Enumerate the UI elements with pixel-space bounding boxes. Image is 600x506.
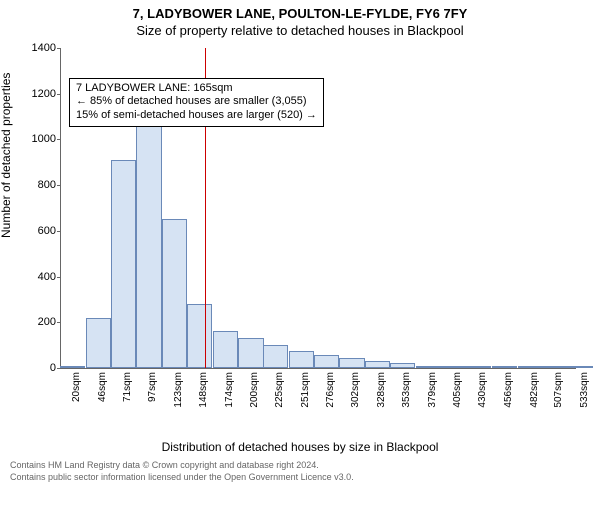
x-axis-label: Distribution of detached houses by size … <box>0 440 600 454</box>
page-title-address: 7, LADYBOWER LANE, POULTON-LE-FYLDE, FY6… <box>0 6 600 21</box>
x-tick-label: 302sqm <box>350 372 361 422</box>
histogram-bar <box>365 361 390 368</box>
x-tick-label: 200sqm <box>249 372 260 422</box>
x-tick-label: 482sqm <box>529 372 540 422</box>
histogram-bar <box>339 358 364 368</box>
y-tick-label: 200 <box>21 316 56 328</box>
x-tick-label: 148sqm <box>198 372 209 422</box>
x-tick-label: 251sqm <box>300 372 311 422</box>
y-tick-label: 400 <box>21 271 56 283</box>
y-tick-label: 0 <box>21 362 56 374</box>
page-title-subtitle: Size of property relative to detached ho… <box>0 23 600 38</box>
y-tick-label: 600 <box>21 225 56 237</box>
histogram-bar <box>518 366 543 368</box>
y-tick-mark <box>57 185 61 186</box>
histogram-bar <box>60 366 85 368</box>
x-tick-label: 405sqm <box>452 372 463 422</box>
x-tick-label: 276sqm <box>325 372 336 422</box>
annotation-line-2: ← 85% of detached houses are smaller (3,… <box>76 95 317 109</box>
y-tick-mark <box>57 322 61 323</box>
x-tick-label: 328sqm <box>376 372 387 422</box>
histogram-bar <box>86 318 111 368</box>
histogram-bar <box>263 345 288 368</box>
histogram-bar <box>542 366 567 368</box>
x-tick-label: 225sqm <box>274 372 285 422</box>
x-tick-label: 174sqm <box>224 372 235 422</box>
x-tick-label: 20sqm <box>71 372 82 422</box>
histogram-bar <box>162 219 187 368</box>
x-tick-label: 123sqm <box>173 372 184 422</box>
y-tick-mark <box>57 277 61 278</box>
histogram-bar <box>492 366 517 368</box>
footer-line-1: Contains HM Land Registry data © Crown c… <box>10 460 590 472</box>
y-tick-mark <box>57 94 61 95</box>
y-tick-label: 1000 <box>21 133 56 145</box>
histogram-bar <box>213 331 238 368</box>
x-tick-label: 71sqm <box>122 372 133 422</box>
footer-attribution: Contains HM Land Registry data © Crown c… <box>0 454 600 483</box>
histogram-bar <box>466 366 491 368</box>
histogram-bar <box>314 355 339 368</box>
histogram-bar <box>289 351 314 368</box>
histogram-bar <box>390 363 415 368</box>
histogram-bar <box>416 366 441 368</box>
histogram-bar <box>136 121 161 368</box>
plot-area: 020040060080010001200140020sqm46sqm71sqm… <box>60 48 576 369</box>
histogram-bar <box>441 366 466 368</box>
chart-container: Number of detached properties 0200400600… <box>0 38 600 438</box>
x-tick-label: 353sqm <box>401 372 412 422</box>
y-tick-mark <box>57 139 61 140</box>
annotation-box: 7 LADYBOWER LANE: 165sqm← 85% of detache… <box>69 78 324 127</box>
x-tick-label: 46sqm <box>97 372 108 422</box>
y-tick-mark <box>57 231 61 232</box>
histogram-bar <box>238 338 263 368</box>
annotation-line-3: 15% of semi-detached houses are larger (… <box>76 109 317 123</box>
y-tick-label: 1200 <box>21 88 56 100</box>
annotation-line-1: 7 LADYBOWER LANE: 165sqm <box>76 82 317 96</box>
footer-line-2: Contains public sector information licen… <box>10 472 590 484</box>
y-axis-label: Number of detached properties <box>0 73 13 238</box>
x-tick-label: 507sqm <box>553 372 564 422</box>
y-tick-label: 1400 <box>21 42 56 54</box>
x-tick-label: 379sqm <box>427 372 438 422</box>
x-tick-label: 430sqm <box>477 372 488 422</box>
x-tick-label: 533sqm <box>579 372 590 422</box>
y-tick-label: 800 <box>21 179 56 191</box>
y-tick-mark <box>57 48 61 49</box>
histogram-bar <box>187 304 212 368</box>
histogram-bar <box>568 366 593 368</box>
y-tick-mark <box>57 368 61 369</box>
histogram-bar <box>111 160 136 368</box>
x-tick-label: 97sqm <box>147 372 158 422</box>
x-tick-label: 456sqm <box>503 372 514 422</box>
